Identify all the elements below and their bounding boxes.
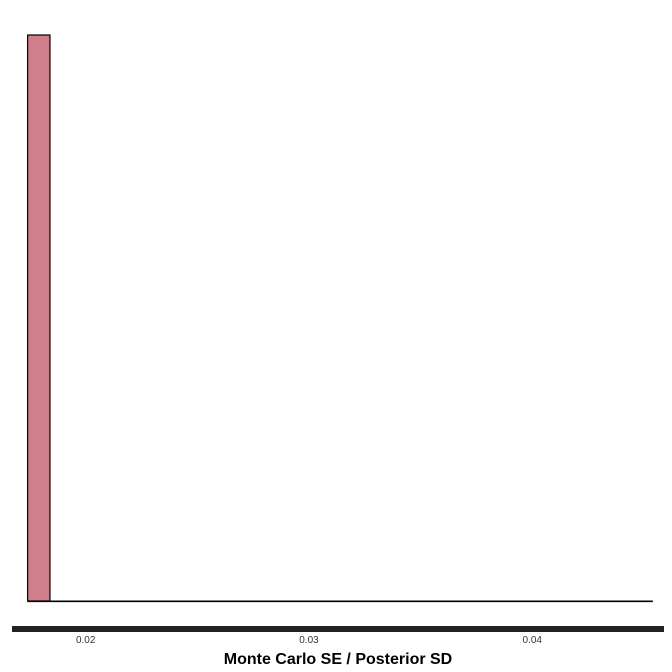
histogram-bar xyxy=(429,600,452,601)
histogram-bar xyxy=(384,600,408,601)
x-axis-ticks: 0.02 0.03 0.04 xyxy=(76,635,542,646)
histogram-bar xyxy=(49,600,73,601)
histogram-bar xyxy=(139,600,162,601)
histogram-bar xyxy=(250,600,274,601)
histogram-bar xyxy=(585,600,609,601)
histogram-bar xyxy=(563,600,586,601)
histogram-bar xyxy=(206,600,229,601)
histogram-bar xyxy=(630,600,653,601)
histogram-bar xyxy=(608,600,631,601)
x-tick-label: 0.04 xyxy=(523,635,543,646)
histogram-bar xyxy=(451,600,475,601)
histogram-bar xyxy=(295,600,318,601)
histogram-bar xyxy=(273,600,296,601)
histogram-bar xyxy=(407,600,430,601)
histogram-bars xyxy=(27,34,653,602)
histogram-bar xyxy=(183,600,207,601)
histogram-bar xyxy=(362,600,385,601)
x-axis-title: Monte Carlo SE / Posterior SD xyxy=(224,651,452,668)
histogram-bar xyxy=(340,600,363,601)
histogram-bar xyxy=(72,600,95,601)
histogram-bar xyxy=(161,600,184,601)
histogram-bar xyxy=(518,600,542,601)
histogram-bar xyxy=(228,600,251,601)
histogram-bar xyxy=(27,34,51,602)
x-tick-label: 0.03 xyxy=(299,635,319,646)
histogram-bar xyxy=(317,600,341,601)
histogram-bar xyxy=(541,600,564,601)
histogram-bar xyxy=(116,600,140,601)
histogram-bar xyxy=(474,600,497,601)
histogram-bar xyxy=(496,600,519,601)
x-tick-label: 0.02 xyxy=(76,635,96,646)
histogram-bar xyxy=(94,600,117,601)
